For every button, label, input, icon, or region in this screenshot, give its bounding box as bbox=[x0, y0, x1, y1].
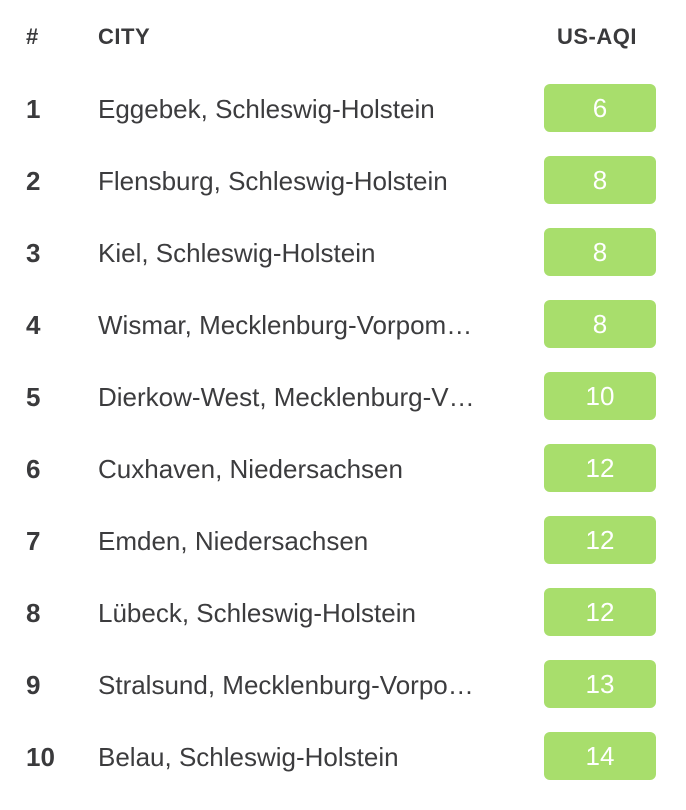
city-name[interactable]: Kiel, Schleswig-Holstein bbox=[98, 238, 376, 268]
table-row[interactable]: 1 Eggebek, Schleswig-Holstein 6 bbox=[0, 72, 686, 144]
aqi-badge: 6 bbox=[544, 84, 656, 132]
aqi-badge: 12 bbox=[544, 516, 656, 564]
rank-value: 4 bbox=[26, 310, 41, 340]
aqi-badge: 12 bbox=[544, 588, 656, 636]
rank-value: 3 bbox=[26, 238, 41, 268]
rank-value: 7 bbox=[26, 526, 41, 556]
aqi-badge: 8 bbox=[544, 228, 656, 276]
table-row[interactable]: 9 Stralsund, Mecklenburg-Vorpo… 13 bbox=[0, 648, 686, 720]
city-name[interactable]: Stralsund, Mecklenburg-Vorpo… bbox=[98, 670, 474, 700]
aqi-column-header: US-AQI bbox=[557, 24, 637, 49]
city-name[interactable]: Belau, Schleswig-Holstein bbox=[98, 742, 399, 772]
rank-value: 9 bbox=[26, 670, 41, 700]
table-row[interactable]: 2 Flensburg, Schleswig-Holstein 8 bbox=[0, 144, 686, 216]
city-name[interactable]: Emden, Niedersachsen bbox=[98, 526, 369, 556]
aqi-badge: 12 bbox=[544, 444, 656, 492]
city-name[interactable]: Dierkow-West, Mecklenburg-V… bbox=[98, 382, 475, 412]
aqi-badge: 8 bbox=[544, 156, 656, 204]
table-row[interactable]: 5 Dierkow-West, Mecklenburg-V… 10 bbox=[0, 360, 686, 432]
aqi-badge: 13 bbox=[544, 660, 656, 708]
table-row[interactable]: 3 Kiel, Schleswig-Holstein 8 bbox=[0, 216, 686, 288]
rank-value: 10 bbox=[26, 742, 55, 772]
aqi-badge: 14 bbox=[544, 732, 656, 780]
table-row[interactable]: 10 Belau, Schleswig-Holstein 14 bbox=[0, 720, 686, 792]
city-column-header: CITY bbox=[98, 24, 151, 49]
table-row[interactable]: 7 Emden, Niedersachsen 12 bbox=[0, 504, 686, 576]
rank-column-header: # bbox=[26, 24, 39, 49]
aqi-badge: 8 bbox=[544, 300, 656, 348]
city-name[interactable]: Eggebek, Schleswig-Holstein bbox=[98, 94, 435, 124]
table-body: 1 Eggebek, Schleswig-Holstein 6 2 Flensb… bbox=[0, 72, 686, 792]
rank-value: 2 bbox=[26, 166, 41, 196]
table-row[interactable]: 6 Cuxhaven, Niedersachsen 12 bbox=[0, 432, 686, 504]
rank-value: 1 bbox=[26, 94, 41, 124]
city-name[interactable]: Lübeck, Schleswig-Holstein bbox=[98, 598, 416, 628]
city-name[interactable]: Flensburg, Schleswig-Holstein bbox=[98, 166, 448, 196]
city-name[interactable]: Wismar, Mecklenburg-Vorpom… bbox=[98, 310, 473, 340]
table-row[interactable]: 8 Lübeck, Schleswig-Holstein 12 bbox=[0, 576, 686, 648]
table-row[interactable]: 4 Wismar, Mecklenburg-Vorpom… 8 bbox=[0, 288, 686, 360]
rank-value: 8 bbox=[26, 598, 41, 628]
aqi-badge: 10 bbox=[544, 372, 656, 420]
rank-value: 5 bbox=[26, 382, 41, 412]
city-name[interactable]: Cuxhaven, Niedersachsen bbox=[98, 454, 403, 484]
rank-value: 6 bbox=[26, 454, 41, 484]
table-header: # CITY US-AQI bbox=[0, 0, 686, 72]
